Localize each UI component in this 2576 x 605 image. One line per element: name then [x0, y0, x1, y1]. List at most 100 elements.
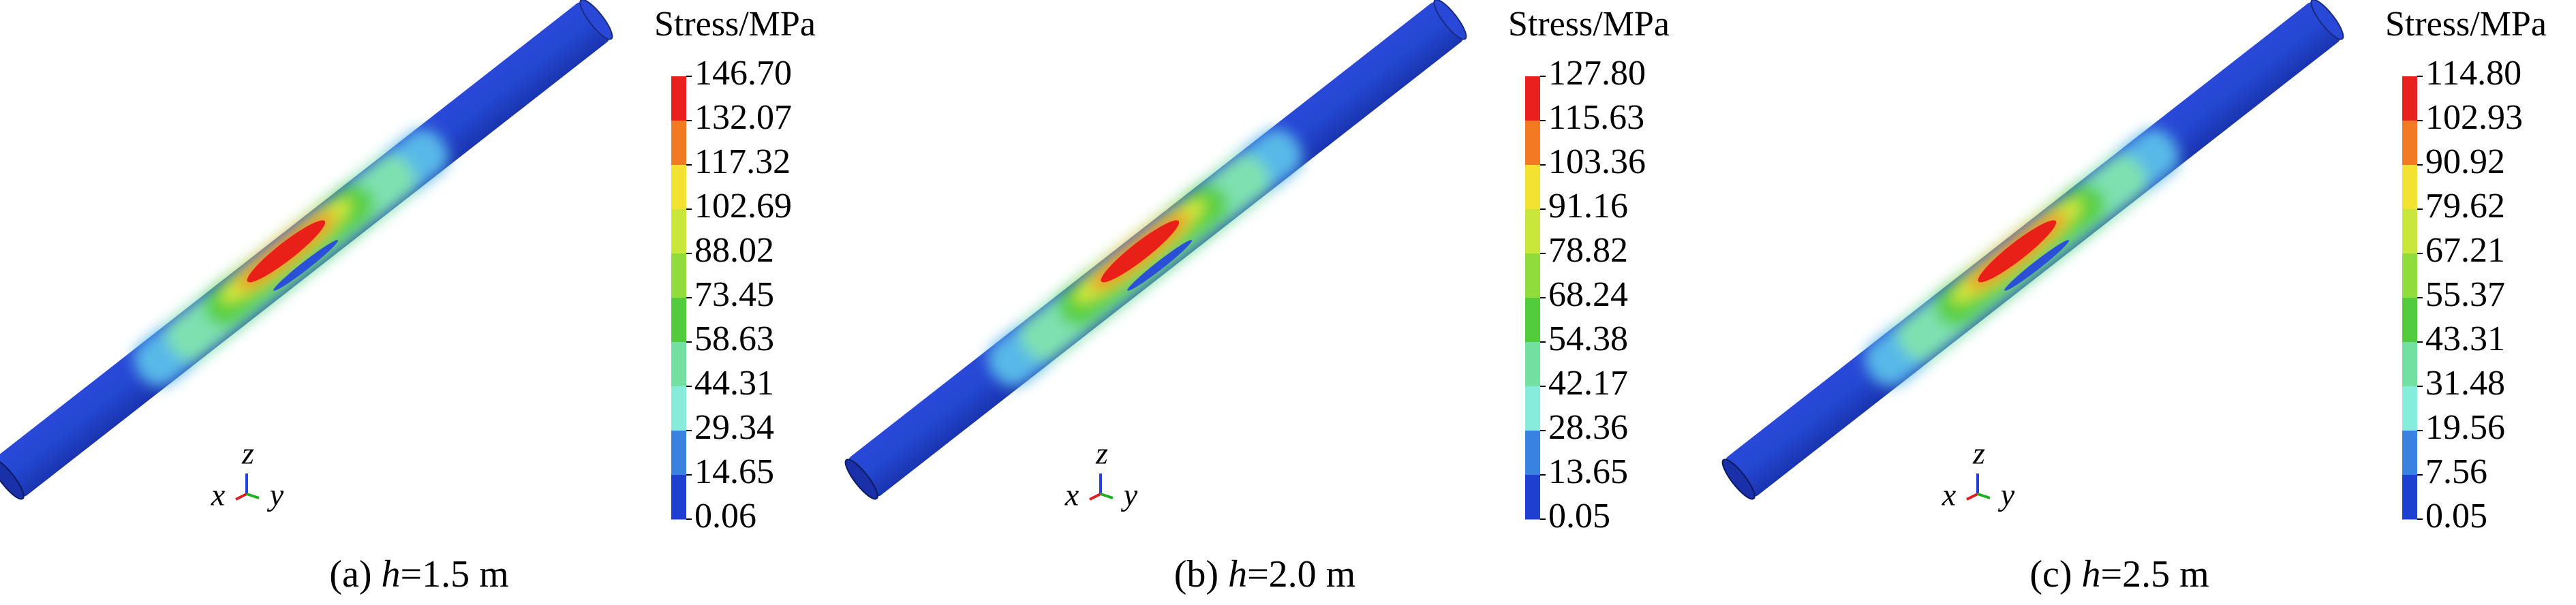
- colorbar-band: [2402, 76, 2417, 121]
- colorbar-tick-label: 102.69: [694, 187, 792, 226]
- colorbar-tick-label: 0.05: [2425, 497, 2487, 536]
- colorbar-band: [2402, 475, 2417, 520]
- colorbar-tick-label: 146.70: [694, 54, 792, 93]
- colorbar-band: [2402, 209, 2417, 254]
- colorbar-band: [671, 342, 686, 387]
- pipe: [0, 0, 613, 500]
- colorbar-tick-label: 31.48: [2425, 364, 2505, 403]
- caption-variable: h: [2082, 553, 2101, 595]
- colorbar-tick-label: 44.31: [694, 364, 774, 403]
- pipe: [844, 0, 1467, 500]
- colorbar-band: [1525, 253, 1540, 298]
- colorbar-tick-label: 0.06: [694, 497, 756, 536]
- caption-label: (c): [2029, 553, 2072, 595]
- colorbar-band: [671, 253, 686, 298]
- axis-y: [1100, 493, 1114, 499]
- colorbar-band: [1525, 209, 1540, 254]
- triad-x: x: [1942, 478, 1957, 512]
- colorbar-band: [1525, 431, 1540, 476]
- contour-blue: [2004, 240, 2070, 291]
- colorbar-tick-label: 19.56: [2425, 408, 2505, 447]
- axis-x: [235, 493, 247, 501]
- colorbar-tick-label: 42.17: [1548, 364, 1628, 403]
- colorbar-band: [2402, 431, 2417, 476]
- colorbar-band: [671, 165, 686, 210]
- colorbar-band: [671, 298, 686, 343]
- colorbar-band: [671, 431, 686, 476]
- colorbar-band: [671, 76, 686, 121]
- colorbar-tick-label: 90.92: [2425, 142, 2505, 181]
- axis-x: [1089, 493, 1101, 501]
- colorbar-band: [2402, 121, 2417, 166]
- colorbar-tick-label: 91.16: [1548, 187, 1628, 226]
- colorbar-tick-label: 132.07: [694, 98, 792, 137]
- caption-label: (b): [1174, 553, 1218, 595]
- colorbar-band: [671, 475, 686, 520]
- colorbar-tick-label: 78.82: [1548, 231, 1628, 270]
- colorbar-tick-label: 115.63: [1548, 98, 1644, 137]
- contour-blue: [273, 240, 339, 291]
- triad-x: x: [1064, 478, 1079, 512]
- pipe: [1721, 0, 2344, 500]
- caption: (a) h=1.5 m: [329, 553, 508, 595]
- contour-red: [1101, 220, 1180, 283]
- colorbar-tick-label: 88.02: [694, 231, 774, 270]
- colorbar-tick-label: 79.62: [2425, 187, 2505, 226]
- colorbar-band: [1525, 165, 1540, 210]
- pipe-end: [0, 459, 25, 500]
- colorbar-band: [1525, 76, 1540, 121]
- colorbar-tick-label: 29.34: [694, 408, 774, 447]
- colorbar-tick-label: 7.56: [2425, 452, 2487, 491]
- panel: zx y Stress/MPa 114.80 102.93 90.92 79.62 67.21…: [1721, 0, 2547, 595]
- colorbar-band: [1525, 386, 1540, 431]
- legend-title: Stress/MPa: [2385, 5, 2547, 44]
- triad-z: z: [1972, 436, 1985, 471]
- colorbar-tick-label: 55.37: [2425, 275, 2505, 314]
- colorbar-tick-label: 102.93: [2425, 98, 2523, 137]
- colorbar-tick-label: 58.63: [694, 320, 774, 358]
- colorbar-band: [2402, 342, 2417, 387]
- colorbar-band: [2402, 386, 2417, 431]
- axis-y: [246, 493, 260, 499]
- caption-variable: h: [1228, 553, 1247, 595]
- triad-y: y: [267, 478, 284, 512]
- axis-y: [1977, 493, 1991, 499]
- caption: (b) h=2.0 m: [1174, 553, 1355, 595]
- contour-red: [247, 220, 326, 283]
- colorbar-tick-label: 127.80: [1548, 54, 1646, 93]
- colorbar-band: [671, 386, 686, 431]
- colorbar-band: [1525, 121, 1540, 166]
- caption-value: =2.0 m: [1247, 553, 1355, 595]
- colorbar-tick-label: 43.31: [2425, 320, 2505, 358]
- contour-red: [1978, 220, 2057, 283]
- colorbar-tick-label: 114.80: [2425, 54, 2521, 93]
- caption-variable: h: [382, 553, 401, 595]
- caption-value: =2.5 m: [2101, 553, 2209, 595]
- colorbar-band: [1525, 475, 1540, 520]
- colorbar-band: [2402, 298, 2417, 343]
- colorbar-tick-label: 117.32: [694, 142, 791, 181]
- caption-value: =1.5 m: [401, 553, 509, 595]
- contour-blue: [1127, 240, 1193, 291]
- colorbar-band: [671, 209, 686, 254]
- triad-z: z: [241, 436, 254, 471]
- colorbar-tick-label: 68.24: [1548, 275, 1628, 314]
- triad-z: z: [1095, 436, 1108, 471]
- colorbar-band: [1525, 298, 1540, 343]
- pipe-end: [844, 459, 878, 500]
- pipe-end: [579, 0, 613, 40]
- colorbar-tick-label: 13.65: [1548, 452, 1628, 491]
- legend-title: Stress/MPa: [1508, 5, 1670, 44]
- pipe-end: [1721, 459, 1755, 500]
- axis-x: [1966, 493, 1978, 501]
- caption-label: (a): [329, 553, 371, 595]
- colorbar-tick-label: 67.21: [2425, 231, 2505, 270]
- triad-y: y: [1121, 478, 1138, 512]
- colorbar-tick-label: 0.05: [1548, 497, 1610, 536]
- colorbar-tick-label: 28.36: [1548, 408, 1628, 447]
- triad-x: x: [211, 478, 226, 512]
- colorbar-band: [1525, 342, 1540, 387]
- colorbar-band: [671, 121, 686, 166]
